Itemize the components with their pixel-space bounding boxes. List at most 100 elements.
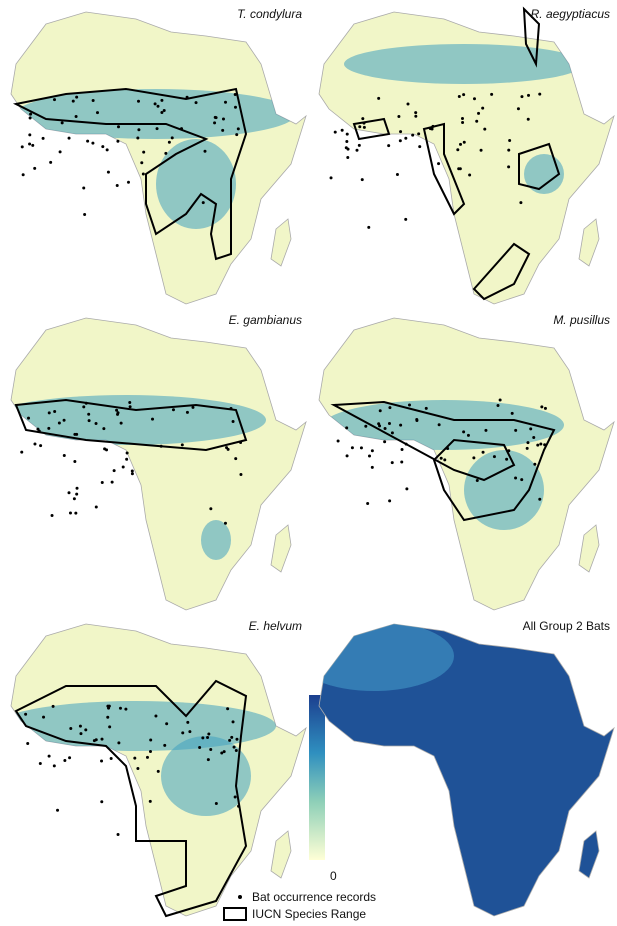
occurrence-point (220, 751, 224, 755)
occurrence-point (213, 121, 217, 125)
occurrence-point (58, 150, 62, 154)
occurrence-point (345, 454, 349, 458)
madagascar-land (578, 218, 600, 267)
occurrence-point (398, 139, 402, 143)
occurrence-point (105, 448, 109, 452)
occurrence-point (117, 125, 121, 129)
panel-title: M. pusillus (553, 313, 610, 327)
madagascar-land (578, 830, 600, 879)
occurrence-point (128, 401, 132, 405)
occurrence-point (414, 114, 418, 118)
occurrence-point (133, 756, 137, 760)
suitability-area (11, 701, 276, 751)
occurrence-point (428, 127, 432, 131)
occurrence-point (102, 427, 106, 431)
occurrence-point (57, 421, 61, 425)
legend: Bat occurrence records IUCN Species Rang… (223, 890, 376, 921)
occurrence-point (437, 423, 441, 427)
occurrence-point (100, 759, 104, 763)
occurrence-point (457, 94, 461, 98)
suitability-area (201, 520, 231, 560)
occurrence-point (186, 720, 190, 724)
occurrence-point (185, 410, 189, 414)
occurrence-point (75, 432, 79, 436)
occurrence-point (109, 756, 113, 760)
iucn-range (14, 398, 248, 452)
occurrence-point (231, 720, 235, 724)
occurrence-point (387, 421, 391, 425)
suitability-area (464, 450, 544, 530)
occurrence-point (404, 217, 408, 221)
occurrence-point (141, 172, 145, 176)
occurrence-point (108, 725, 112, 729)
occurrence-point (100, 481, 104, 485)
occurrence-point (26, 742, 30, 746)
occurrence-point (233, 105, 237, 109)
occurrence-point (345, 140, 349, 144)
occurrence-point (51, 704, 55, 708)
occurrence-point (388, 406, 392, 410)
occurrence-point (387, 144, 391, 148)
occurrence-point (507, 449, 511, 453)
occurrence-point (39, 444, 43, 448)
occurrence-point (479, 148, 483, 152)
occurrence-point (100, 800, 104, 804)
occurrence-point (125, 451, 129, 455)
panel-title: R. aegyptiacus (531, 7, 610, 21)
occurrence-point (156, 769, 160, 773)
occurrence-point (191, 405, 195, 409)
occurrence-point (148, 799, 152, 803)
occurrence-point (417, 132, 421, 136)
occurrence-point (106, 704, 110, 708)
iucn-range (12, 87, 248, 261)
occurrence-point (516, 107, 520, 111)
occurrence-point (140, 161, 144, 165)
occurrence-point (105, 148, 109, 152)
occurrence-point (377, 96, 381, 100)
legend-range-box (223, 907, 247, 921)
occurrence-point (145, 755, 149, 759)
occurrence-point (33, 442, 37, 446)
occurrence-point (137, 128, 141, 132)
occurrence-point (106, 715, 110, 719)
occurrence-point (526, 117, 530, 121)
occurrence-point (28, 116, 32, 120)
occurrence-point (496, 404, 500, 408)
occurrence-point (119, 421, 123, 425)
suitability-area (156, 139, 236, 229)
occurrence-point (84, 728, 88, 732)
occurrence-point (171, 408, 175, 412)
occurrence-point (75, 486, 79, 490)
occurrence-point (31, 143, 35, 147)
occurrence-point (226, 707, 230, 711)
occurrence-point (153, 102, 157, 106)
occurrence-point (333, 130, 337, 134)
legend-points: Bat occurrence records (252, 890, 376, 904)
occurrence-point (358, 125, 362, 129)
occurrence-point (38, 762, 42, 766)
occurrence-point (112, 469, 116, 473)
occurrence-point (350, 446, 354, 450)
occurrence-point (505, 457, 509, 461)
iucn-range (330, 400, 556, 522)
suitability-layer (319, 624, 454, 691)
occurrence-point (492, 455, 496, 459)
occurrence-point (406, 102, 410, 106)
occurrence-point (383, 427, 387, 431)
occurrence-point (167, 140, 171, 144)
iucn-range (352, 6, 561, 301)
africa-land (318, 317, 615, 611)
colorbar-gradient (309, 695, 325, 860)
panel-title: All Group 2 Bats (523, 619, 610, 633)
occurrence-point (519, 201, 523, 205)
occurrence-point (483, 127, 487, 131)
occurrence-point (477, 111, 481, 115)
suitability-layer (324, 400, 564, 530)
occurrence-point (83, 213, 87, 217)
africa-land (10, 11, 307, 305)
occurrence-point (206, 758, 210, 762)
occurrence-point (73, 460, 77, 464)
suitability-area (319, 624, 454, 691)
occurrence-point (75, 492, 79, 496)
occurrence-point (28, 133, 32, 137)
